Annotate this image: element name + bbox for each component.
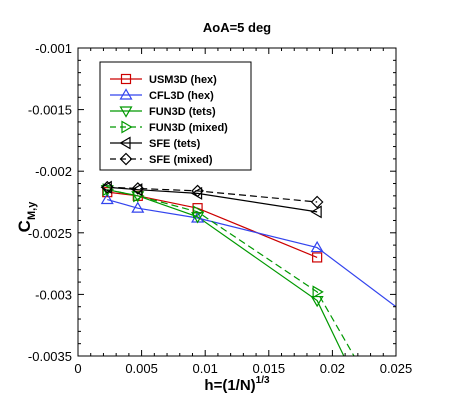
legend-marker [119, 136, 131, 150]
x-tick-label: 0.01 [193, 361, 218, 376]
data-point [312, 252, 323, 263]
marker-layer [100, 180, 324, 308]
y-tick-label: -0.002 [35, 164, 72, 179]
legend-label: SFE (mixed) [149, 154, 213, 166]
data-point [312, 285, 324, 299]
data-point [131, 191, 145, 203]
data-point [310, 195, 324, 209]
data-point [100, 180, 112, 194]
series-line-1 [107, 198, 396, 308]
data-point [100, 180, 114, 194]
data-point [131, 182, 145, 195]
data-point [310, 295, 324, 308]
legend-marker [119, 106, 133, 118]
y-tick-label: -0.001 [35, 41, 72, 56]
legend: USM3D (hex) CFL3D (hex) FUN3D (tets) FUN3D … [99, 61, 252, 171]
data-point [191, 184, 204, 198]
legend-marker [119, 152, 133, 166]
y-tick-label: -0.0025 [28, 226, 72, 241]
data-point [131, 201, 145, 213]
y-tick-label: -0.0015 [28, 103, 72, 118]
plot-frame [77, 47, 397, 357]
y-axis-title-base: C [15, 220, 34, 232]
x-tick-label: 0.02 [320, 361, 345, 376]
series-line-5 [107, 186, 318, 203]
data-point [191, 212, 205, 224]
legend-marker [120, 73, 132, 85]
legend-marker [119, 88, 133, 100]
x-tick-label: 0.025 [380, 361, 413, 376]
legend-label: FUN3D (mixed) [149, 122, 228, 134]
y-axis-title-subscript: M,y [26, 201, 38, 220]
x-tick-label: 0.015 [253, 361, 286, 376]
legend-marker [121, 120, 133, 134]
y-tick-label: -0.003 [35, 287, 72, 302]
y-axis: -0.0035 -0.003 -0.0025 -0.002 -0.0015 -0.001 [28, 41, 396, 364]
legend-label: SFE (tets) [149, 138, 201, 150]
legend-label: CFL3D (hex) [149, 90, 214, 102]
data-point [310, 240, 324, 253]
x-tick-label: 0 [74, 361, 81, 376]
x-axis: 0 0.005 0.01 0.015 0.02 0.025 [74, 48, 412, 376]
legend-label: FUN3D (tets) [149, 106, 216, 118]
x-tick-label: 0.005 [125, 361, 158, 376]
series-line-4 [107, 186, 318, 213]
data-point [100, 192, 114, 205]
legend-label: USM3D (hex) [149, 74, 217, 86]
series-line-2 [107, 189, 345, 356]
y-axis-title: CM,y [15, 201, 38, 233]
x-axis-title: h=(1/N)1/3 [204, 375, 270, 394]
y-tick-label: -0.0035 [28, 349, 72, 364]
x-axis-title-superscript: 1/3 [256, 375, 270, 386]
data-point [310, 205, 322, 219]
data-point [192, 205, 205, 219]
chart-title: AoA=5 deg [203, 20, 271, 35]
x-axis-title-base: h=(1/N) [204, 377, 255, 394]
